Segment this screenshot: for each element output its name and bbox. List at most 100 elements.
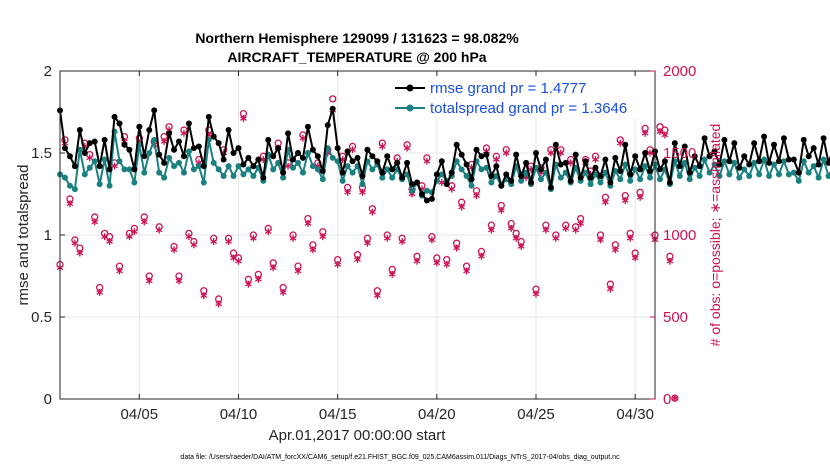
y-tick-label-left: 0.5: [31, 309, 52, 326]
totalspread-point: [299, 169, 306, 176]
totalspread-point: [438, 171, 445, 178]
obs-assimilated-point: [621, 197, 629, 205]
totalspread-point: [686, 176, 693, 183]
rmse-point: [61, 145, 68, 152]
obs-assimilated-point: [577, 220, 584, 228]
rmse-point: [359, 172, 366, 179]
totalspread-point: [622, 161, 629, 168]
obs-assimilated-stroke: [631, 255, 639, 261]
totalspread-point: [240, 171, 247, 178]
obs-assimilated-point: [235, 257, 242, 265]
rmse-point: [513, 151, 520, 158]
obs-assimilated-stroke: [200, 293, 208, 298]
rmse-point: [542, 156, 549, 163]
rmse-point: [597, 172, 604, 179]
rmse-point: [225, 127, 232, 134]
obs-assimilated-stroke: [155, 227, 163, 233]
totalspread-point: [190, 166, 197, 173]
obs-assimilated-stroke: [403, 145, 411, 151]
obs-assimilated-point: [344, 188, 351, 196]
obs-assimilated-stroke: [552, 235, 560, 241]
totalspread-point: [468, 182, 475, 189]
totalspread-point: [647, 174, 654, 181]
totalspread-point: [319, 176, 326, 183]
obs-assimilated-stroke: [304, 221, 312, 226]
rmse-point: [602, 156, 609, 163]
obs-assimilated-point: [562, 224, 570, 232]
y-tick-label-right: 2000: [663, 63, 696, 80]
obs-assimilated-point: [71, 239, 79, 247]
obs-assimilated-point: [572, 226, 580, 234]
totalspread-point: [141, 169, 148, 176]
totalspread-point: [121, 166, 128, 173]
obs-assimilated-stroke: [101, 234, 108, 239]
totalspread-point: [627, 177, 634, 184]
totalspread-point: [166, 154, 173, 161]
totalspread-point: [731, 159, 738, 166]
totalspread-point: [379, 174, 386, 181]
totalspread-point: [691, 164, 698, 171]
obs-assimilated-stroke: [359, 190, 366, 195]
obs-assimilated-point: [507, 224, 515, 232]
rmse-point: [250, 163, 257, 170]
obs-assimilated-stroke: [497, 208, 505, 213]
obs-assimilated-stroke: [254, 276, 262, 282]
obs-assimilated-point: [264, 228, 272, 236]
rmse-point: [76, 127, 83, 134]
obs-assimilated-point: [225, 238, 232, 246]
rmse-point: [299, 154, 306, 161]
obs-assimilated-point: [463, 267, 470, 275]
obs-assimilated-point: [473, 192, 480, 200]
obs-assimilated-stroke: [602, 199, 609, 205]
rmse-point: [741, 153, 748, 160]
rmse-point: [220, 156, 227, 163]
x-tick-label: 04/20: [418, 406, 456, 423]
rmse-point: [190, 145, 197, 152]
totalspread-point: [537, 176, 544, 183]
rmse-point: [805, 153, 812, 160]
obs-assimilated-stroke: [433, 260, 441, 266]
chart-title-line1: Northern Hemisphere 129099 / 131623 = 98…: [195, 30, 519, 46]
y-tick-label-left: 1.5: [31, 145, 52, 162]
obs-assimilated-point: [131, 228, 138, 236]
rmse-point: [235, 145, 242, 152]
totalspread-point: [761, 156, 768, 163]
rmse-point: [612, 154, 619, 161]
totalspread-point: [96, 181, 103, 188]
obs-assimilated-point: [403, 144, 411, 152]
rmse-point: [265, 136, 272, 143]
rmse-point: [642, 150, 649, 156]
totalspread-point: [151, 136, 158, 143]
totalspread-point: [235, 163, 242, 170]
totalspread-point: [751, 159, 758, 166]
obs-assimilated-point: [626, 234, 634, 242]
obs-assimilated-point: [334, 261, 342, 269]
rmse-point: [552, 141, 559, 148]
rmse-point: [746, 161, 753, 168]
rmse-point: [815, 161, 822, 168]
rmse-point: [820, 135, 827, 142]
rmse-point: [136, 123, 143, 130]
obs-assimilated-point: [611, 246, 619, 254]
rmse-point: [637, 166, 644, 173]
totalspread-point: [716, 172, 723, 179]
y-axis-label-left: rmse and totalspread: [15, 165, 32, 306]
rmse-point: [488, 172, 495, 179]
obs-assimilated-point: [140, 218, 148, 226]
obs-assimilated-stroke: [517, 244, 525, 249]
rmse-point: [91, 138, 98, 145]
obs-assimilated-stroke: [542, 227, 550, 233]
obs-assimilated-point: [398, 238, 406, 246]
totalspread-point: [637, 176, 644, 183]
totalspread-point: [736, 174, 743, 181]
obs-assimilated-point: [602, 198, 609, 206]
rmse-point: [319, 168, 326, 175]
obs-assimilated-point: [86, 154, 94, 162]
rmse-point: [394, 159, 401, 166]
rmse-point: [736, 164, 743, 171]
totalspread-point: [86, 164, 93, 171]
totalspread-point: [775, 171, 782, 178]
rmse-point: [681, 143, 688, 150]
totalspread-point: [409, 187, 416, 194]
